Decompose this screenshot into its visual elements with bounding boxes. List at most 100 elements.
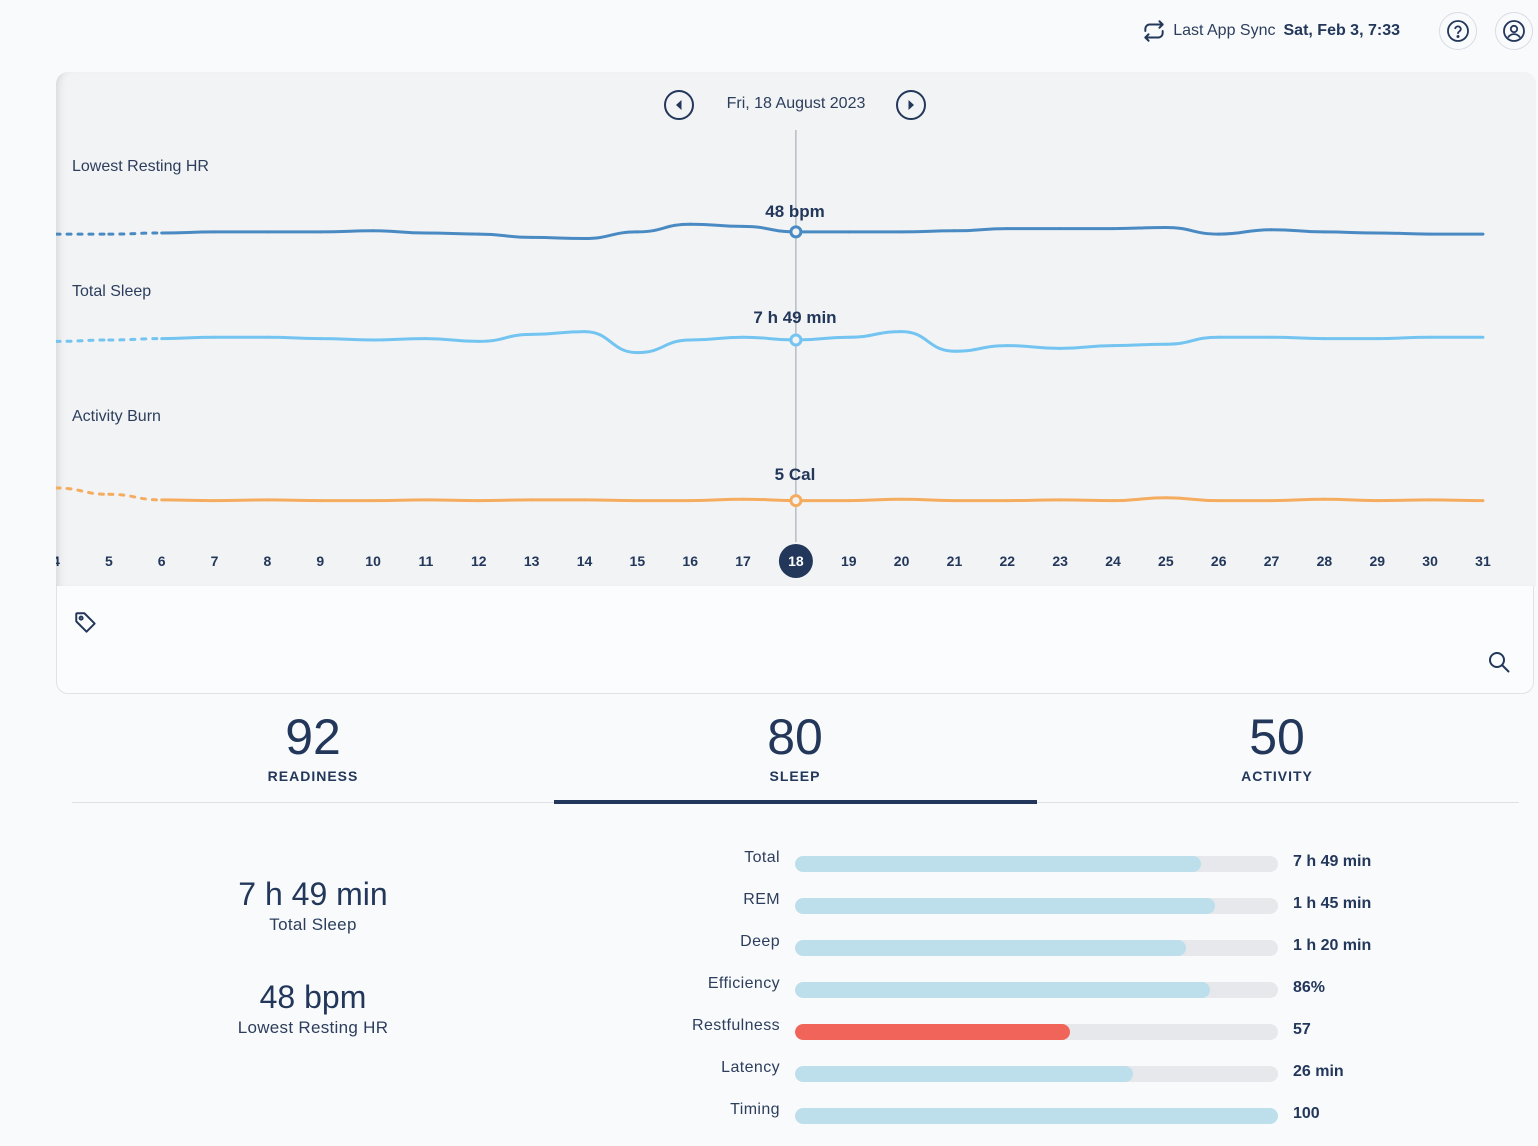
next-day-button[interactable] [896, 90, 926, 120]
x-tick-label: 18 [788, 553, 804, 569]
series-line-segment [741, 497, 798, 503]
series-label-total-sleep: Total Sleep [72, 283, 152, 300]
series-label-resting-hr: Lowest Resting HR [72, 158, 209, 175]
contributor-rem[interactable]: REM 1 h 45 min [600, 891, 1400, 915]
tab-sleep[interactable]: 80 SLEEP [554, 700, 1037, 804]
activity-label: ACTIVITY [1241, 768, 1313, 784]
contributor-value: 1 h 45 min [1293, 895, 1372, 912]
series-line-segment [1375, 335, 1432, 341]
user-icon [1503, 20, 1525, 42]
series-line-segment [794, 335, 851, 342]
contributor-value: 86% [1293, 979, 1326, 996]
tab-activity[interactable]: 50 ACTIVITY [1036, 700, 1518, 802]
contributor-label: Latency [721, 1059, 780, 1076]
contributor-label: Deep [740, 933, 780, 950]
x-tick-label: 28 [1317, 553, 1333, 569]
contributor-value: 57 [1293, 1021, 1311, 1038]
contributor-deep[interactable]: Deep 1 h 20 min [600, 933, 1400, 957]
contributor-efficiency[interactable]: Efficiency 86% [600, 975, 1400, 999]
trend-chart-card: 4 5 6 7 8 9 10 11 12 13 14 15 16 17 18 19 20 21 22 23 24 25 26… [56, 72, 1536, 586]
series-line-segment [318, 229, 375, 234]
contributor-bar [795, 940, 1278, 956]
contributor-label: Total [744, 849, 780, 866]
series-line-segment [530, 330, 586, 336]
x-tick-label: 5 [105, 553, 113, 569]
contributor-bar-fill [795, 1108, 1278, 1124]
series-line-segment [265, 498, 322, 503]
series-line-segment [952, 344, 1009, 353]
total-sleep-label: Total Sleep [269, 915, 357, 934]
readiness-label: READINESS [267, 768, 359, 784]
series-line-segment [900, 229, 956, 234]
series-line-segment [1058, 498, 1115, 503]
search-icon[interactable] [1487, 650, 1511, 674]
series-line-segment [1217, 228, 1274, 236]
contributor-timing[interactable]: Timing 100 [600, 1101, 1400, 1125]
series-line-segment [741, 224, 798, 234]
resting-hr-label: Lowest Resting HR [237, 1018, 389, 1037]
sleep-score: 80 [767, 709, 823, 765]
selected-point [789, 333, 803, 347]
series-line-segment [1005, 344, 1062, 350]
account-button[interactable] [1495, 12, 1533, 50]
help-button[interactable] [1439, 12, 1477, 50]
activity-burn-callout: 5 Cal [774, 465, 816, 484]
x-tick-label: 21 [947, 553, 963, 569]
x-tick-label: 30 [1422, 553, 1438, 569]
x-tick-label: 7 [211, 553, 219, 569]
tab-readiness[interactable]: 92 READINESS [72, 700, 554, 802]
series-line-segment [583, 498, 639, 503]
series-line-segment [477, 498, 534, 503]
series-line-segment [265, 335, 322, 341]
series-line-segment [1270, 335, 1326, 341]
series-line-segment [900, 330, 956, 353]
series-line-segment [318, 337, 375, 342]
x-tick-label: 10 [365, 553, 381, 569]
x-tick-label: 13 [524, 553, 540, 569]
resting-hr-summary: 48 bpm Lowest Resting HR [160, 979, 466, 1038]
total-sleep-value: 7 h 49 min [238, 876, 388, 912]
caret-left-icon [676, 100, 682, 110]
selected-point [789, 225, 803, 239]
series-line-segment [530, 235, 586, 240]
total-sleep-callout: 7 h 49 min [753, 308, 837, 327]
x-tick-label: 19 [841, 553, 857, 569]
previous-day-button[interactable] [664, 90, 694, 120]
total-sleep-summary: 7 h 49 min Total Sleep [160, 876, 466, 935]
contributor-value: 1 h 20 min [1293, 937, 1372, 954]
series-line-segment [477, 332, 534, 343]
series-line-segment [900, 497, 956, 503]
series-line-segment [1164, 335, 1221, 346]
series-line-segment [847, 497, 904, 503]
x-tick-label: 8 [264, 553, 272, 569]
series-line-segment [1164, 496, 1221, 503]
series-line-segment [1005, 498, 1062, 503]
series-line-segment [688, 335, 745, 342]
tag-icon[interactable] [73, 610, 99, 636]
series-line-segment [107, 337, 164, 342]
sync-icon[interactable] [1141, 18, 1167, 44]
x-tick-label: 17 [735, 553, 751, 569]
series-line-segment [741, 335, 798, 342]
series-line-segment [847, 330, 904, 339]
contributor-total[interactable]: Total 7 h 49 min [600, 849, 1400, 873]
series-label-activity-burn: Activity Burn [72, 408, 161, 425]
x-tick-label: 23 [1052, 553, 1068, 569]
contributor-bar [795, 898, 1278, 914]
contributor-latency[interactable]: Latency 26 min [600, 1059, 1400, 1083]
contributor-bar [795, 1024, 1278, 1040]
contributor-restfulness[interactable]: Restfulness 57 [600, 1017, 1400, 1041]
x-tick-label: 31 [1475, 553, 1491, 569]
series-line-segment [160, 230, 217, 235]
series-line-segment [1111, 342, 1168, 348]
sync-label: Last App Sync [1173, 22, 1276, 39]
contributor-label: Timing [730, 1101, 780, 1118]
x-tick-label: 14 [577, 553, 593, 569]
series-line-segment [1270, 497, 1326, 503]
x-tick-label: 9 [316, 553, 324, 569]
series-line-segment [688, 222, 745, 228]
series-line-segment [1270, 228, 1326, 234]
contributor-bar-fill [795, 898, 1216, 914]
trend-chart[interactable]: 4 5 6 7 8 9 10 11 12 13 14 15 16 17 18 19 20 21 22 23 24 25 26… [56, 72, 1536, 586]
series-line-segment [1428, 498, 1485, 503]
